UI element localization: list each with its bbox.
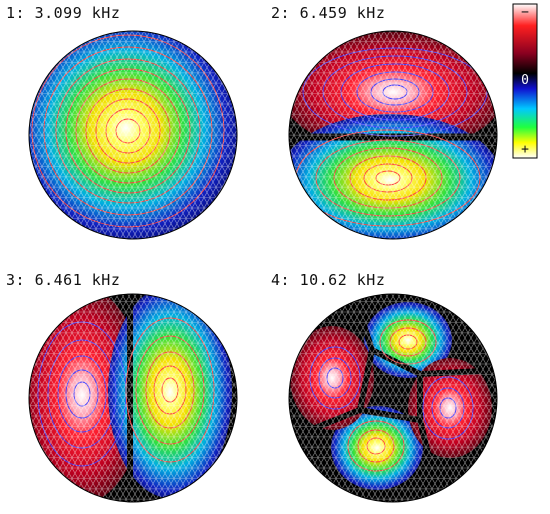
mode-3-mesh — [29, 294, 237, 502]
mode-2-label: 2: 6.459 kHz — [271, 4, 386, 22]
colorbar: − 0 + — [512, 3, 538, 159]
mode-4-label: 4: 10.62 kHz — [271, 271, 386, 289]
mode-1-mesh — [29, 31, 237, 239]
mode-2-outline — [288, 30, 498, 240]
mode-panel-2 — [288, 30, 498, 240]
mode-4-outline — [288, 293, 498, 503]
colorbar-zero-label: 0 — [521, 73, 529, 88]
mode-3-outline — [28, 293, 238, 503]
mode-1-outline — [28, 30, 238, 240]
mode-3-label: 3: 6.461 kHz — [6, 271, 121, 289]
mode-4-mesh — [289, 294, 497, 502]
mode-2-mesh — [289, 31, 497, 239]
mode-1-label: 1: 3.099 kHz — [6, 4, 121, 22]
colorbar-gradient — [512, 3, 538, 159]
colorbar-plus-label: + — [521, 142, 529, 157]
mode-panel-1 — [28, 30, 238, 240]
colorbar-minus-label: − — [521, 5, 529, 20]
mode-panel-4 — [288, 293, 498, 503]
mode-panel-3 — [28, 293, 238, 503]
